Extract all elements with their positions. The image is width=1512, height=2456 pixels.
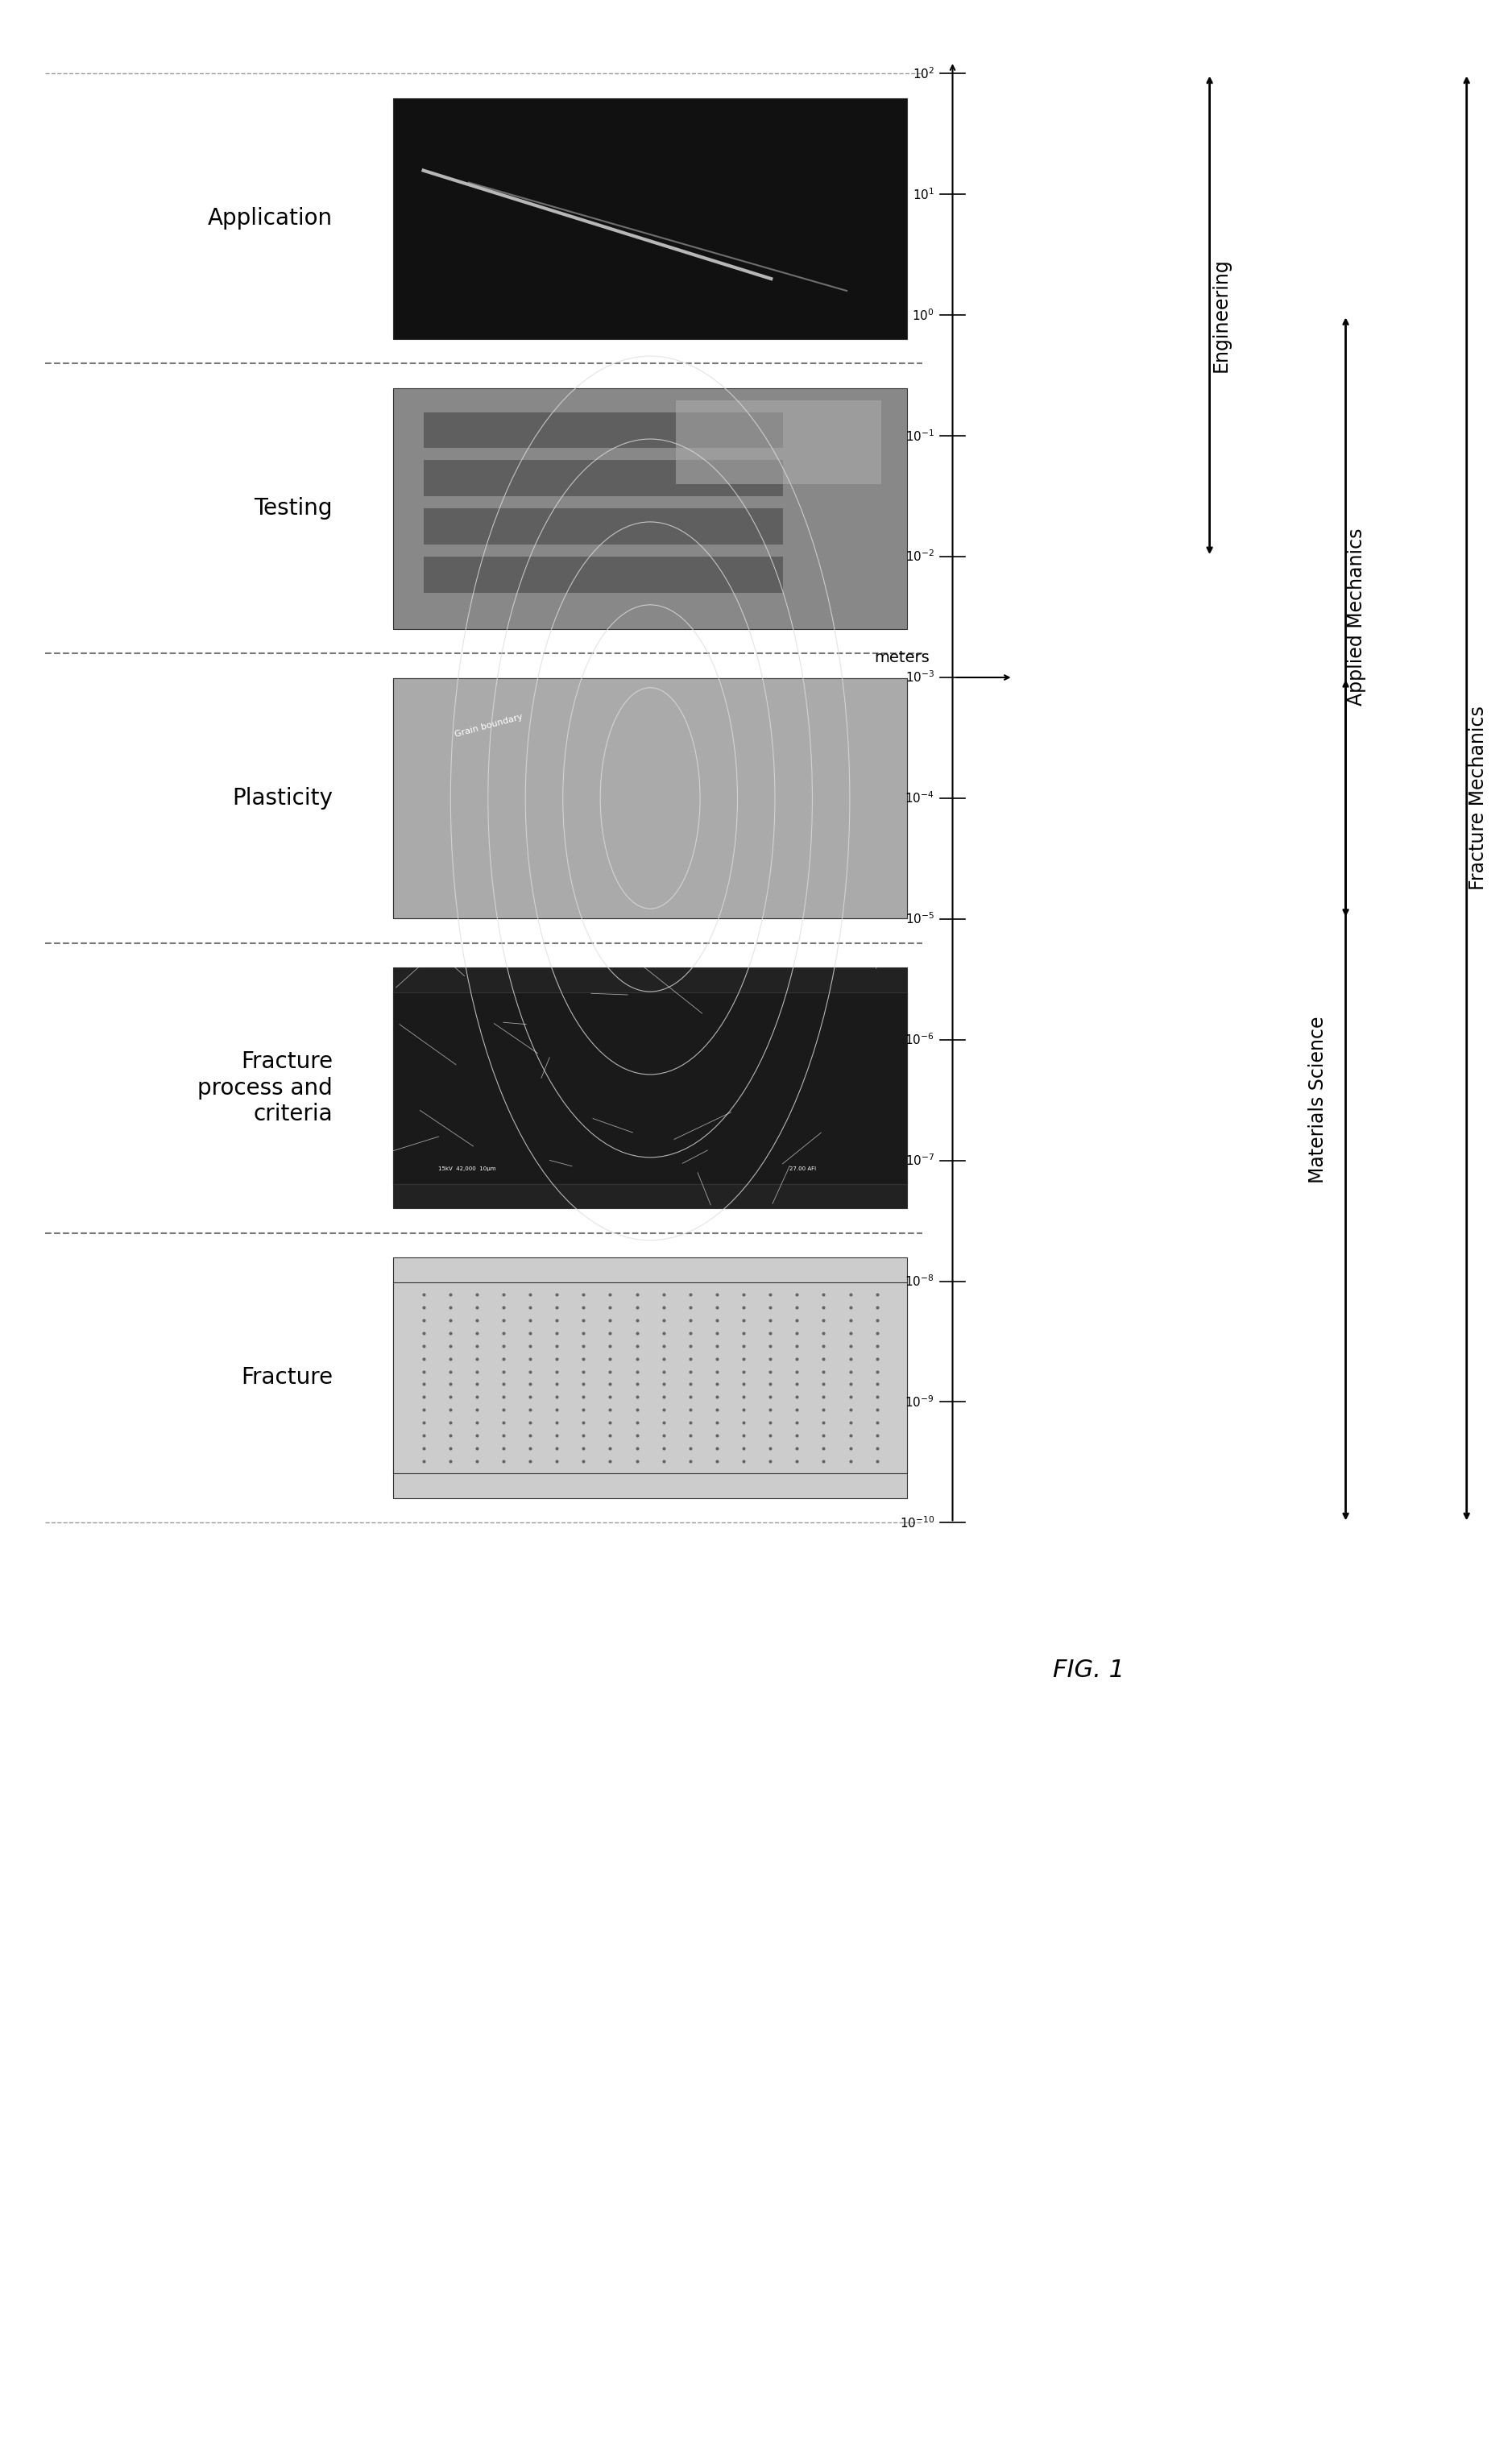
Text: $10^{-9}$: $10^{-9}$ — [906, 1395, 934, 1410]
Text: $10^{-1}$: $10^{-1}$ — [906, 427, 934, 445]
Bar — [423, 558, 783, 592]
Text: 27.00 AFI: 27.00 AFI — [789, 1167, 816, 1172]
Text: FIG. 1: FIG. 1 — [1052, 1658, 1125, 1682]
Text: Materials Science: Materials Science — [1308, 1017, 1328, 1184]
Bar — [423, 508, 783, 545]
Text: $10^{-6}$: $10^{-6}$ — [904, 1032, 934, 1046]
Text: $10^0$: $10^0$ — [912, 307, 934, 322]
Text: $10^{-10}$: $10^{-10}$ — [900, 1515, 934, 1530]
Text: Fracture: Fracture — [240, 1366, 333, 1390]
Bar — [423, 413, 783, 449]
Text: Application: Application — [207, 206, 333, 231]
Bar — [676, 400, 881, 484]
Bar — [393, 1257, 907, 1498]
Text: $10^1$: $10^1$ — [912, 187, 934, 201]
Text: $10^{-7}$: $10^{-7}$ — [906, 1152, 934, 1169]
Bar — [393, 1282, 907, 1474]
Text: Engineering: Engineering — [1211, 258, 1231, 373]
Bar — [423, 459, 783, 496]
Bar — [393, 678, 907, 919]
Bar — [393, 968, 907, 1208]
Text: meters: meters — [874, 651, 930, 666]
Text: $10^2$: $10^2$ — [912, 66, 934, 81]
Text: $10^{-4}$: $10^{-4}$ — [904, 791, 934, 806]
Bar — [393, 992, 907, 1184]
Bar — [393, 98, 907, 339]
Text: Plasticity: Plasticity — [231, 786, 333, 810]
Text: 15kV  42,000  10μm: 15kV 42,000 10μm — [438, 1167, 496, 1172]
Text: Grain boundary: Grain boundary — [454, 712, 523, 739]
Bar — [393, 388, 907, 629]
Text: $10^{-5}$: $10^{-5}$ — [906, 911, 934, 926]
Text: Testing: Testing — [254, 496, 333, 521]
Bar — [393, 678, 907, 919]
Text: $10^{-3}$: $10^{-3}$ — [906, 670, 934, 685]
Text: Applied Mechanics: Applied Mechanics — [1347, 528, 1367, 705]
Text: $10^{-2}$: $10^{-2}$ — [906, 550, 934, 565]
Text: Fracture
process and
criteria: Fracture process and criteria — [198, 1051, 333, 1125]
Text: Fracture Mechanics: Fracture Mechanics — [1468, 705, 1488, 892]
Text: $10^{-8}$: $10^{-8}$ — [906, 1275, 934, 1289]
